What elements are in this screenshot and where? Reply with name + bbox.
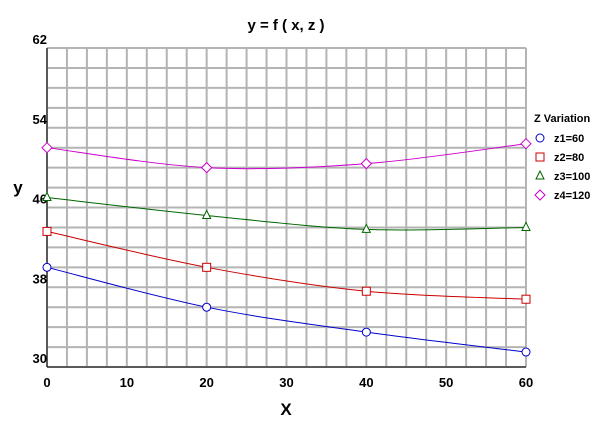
x-tick-label: 0	[43, 375, 50, 390]
grid	[46, 47, 527, 368]
x-tick-label: 10	[120, 375, 134, 390]
data-point-diamond	[200, 161, 213, 174]
y-tick-label: 54	[33, 112, 48, 127]
legend-label: z2=80	[554, 152, 584, 164]
data-point-square	[521, 294, 531, 304]
legend-label: z3=100	[554, 171, 590, 183]
legend-label: z1=60	[554, 133, 584, 145]
x-tick-label: 60	[519, 375, 533, 390]
data-point-triangle	[42, 191, 52, 202]
data-point-circle	[202, 302, 212, 312]
data-point-square	[42, 226, 52, 236]
legend-marker-diamond	[534, 189, 546, 201]
x-tick-label: 50	[439, 375, 453, 390]
data-point-circle	[42, 262, 52, 272]
data-point-circle	[361, 327, 371, 337]
series-2	[42, 226, 531, 304]
legend-title: Z Variation	[534, 113, 591, 125]
data-point-square	[361, 286, 371, 296]
y-tick-label: 62	[33, 32, 47, 47]
data-point-square	[202, 262, 212, 272]
series-1	[42, 262, 531, 357]
data-point-circle	[521, 347, 531, 357]
y-axis-label: y	[13, 178, 23, 197]
data-point-diamond	[41, 141, 53, 154]
series-layer	[41, 137, 532, 357]
chart-title: y = f ( x, z )	[247, 17, 324, 34]
tick-labels: 0 10 20 30 40 50 60 30 38 46 54 62	[33, 32, 534, 390]
data-point-triangle	[201, 209, 212, 219]
x-tick-label: 30	[279, 375, 293, 390]
legend-marker-triangle	[535, 169, 545, 180]
series-line	[46, 266, 527, 353]
legend-marker-circle	[535, 133, 545, 143]
legend-label: z4=120	[554, 190, 590, 202]
data-point-triangle	[521, 221, 531, 231]
x-tick-label: 40	[359, 375, 373, 390]
series-4	[41, 137, 532, 174]
y-tick-label: 38	[33, 271, 47, 286]
legend: z1=60 z2=80 z3=100 z4=120	[534, 133, 590, 202]
y-tick-label: 46	[33, 192, 47, 207]
data-point-diamond	[360, 157, 373, 170]
series-line	[46, 230, 527, 300]
y-tick-label: 30	[33, 351, 47, 366]
x-tick-label: 20	[199, 375, 213, 390]
data-point-triangle	[361, 223, 372, 233]
legend-marker-square	[535, 152, 545, 162]
data-point-diamond	[520, 137, 532, 150]
x-axis-label: X	[280, 400, 292, 419]
series-line	[46, 143, 527, 170]
series-3	[42, 191, 531, 233]
series-line	[46, 197, 527, 231]
